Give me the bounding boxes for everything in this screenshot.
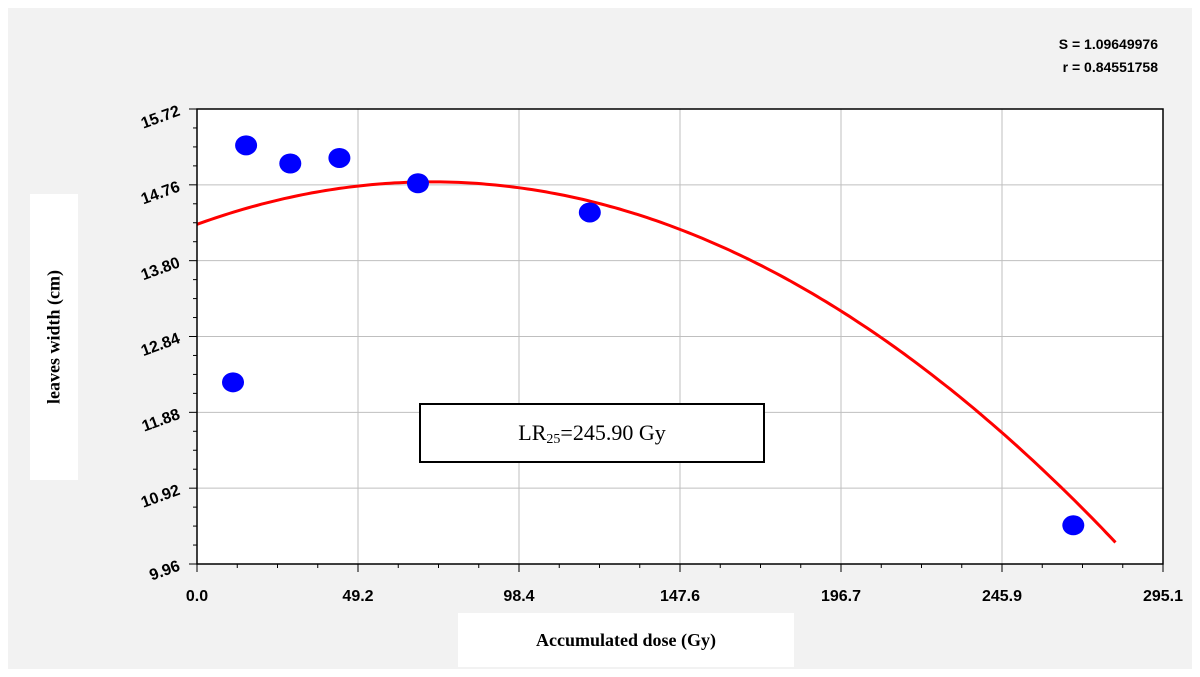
x-tick-label: 0.0 — [186, 588, 208, 605]
y-axis-label-box — [30, 194, 78, 480]
data-point — [279, 153, 302, 174]
x-axis-label-box: Accumulated dose (Gy) — [458, 613, 794, 667]
lr25-prefix: LR — [518, 420, 547, 445]
x-axis-label: Accumulated dose (Gy) — [536, 630, 716, 650]
data-point — [328, 147, 351, 168]
data-point — [235, 135, 258, 156]
x-tick-label: 98.4 — [503, 588, 534, 605]
y-tick-label: 11.88 — [140, 406, 183, 435]
data-point — [222, 372, 245, 393]
x-tick-label: 196.7 — [821, 588, 861, 605]
y-tick-label: 12.84 — [139, 330, 183, 360]
lr25-annotation: LR25=245.90 Gy — [421, 405, 763, 468]
grid-lines — [197, 109, 1163, 564]
x-tick-label: 147.6 — [660, 588, 700, 605]
data-point — [578, 202, 601, 223]
fit-curve — [196, 180, 1117, 544]
y-tick-label: 10.92 — [139, 482, 183, 512]
lr25-annotation-box: LR25=245.90 Gy — [419, 403, 765, 463]
y-tick-label: 9.96 — [147, 558, 182, 585]
stat-r-value: r = 0.84551758 — [1062, 59, 1158, 75]
y-axis-label: leaves width (cm) — [43, 270, 64, 404]
stat-s-value: S = 1.09649976 — [1058, 36, 1158, 52]
fit-curve-layer — [196, 180, 1117, 544]
x-tick-label: 49.2 — [342, 588, 373, 605]
axes — [189, 108, 1164, 572]
x-tick-label: 295.1 — [1143, 588, 1183, 605]
y-tick-label: 13.80 — [139, 254, 183, 284]
lr25-value: =245.90 Gy — [560, 420, 666, 445]
y-tick-label: 14.76 — [139, 179, 183, 209]
y-tick-label: 15.72 — [139, 103, 183, 133]
lr25-subscript: 25 — [546, 432, 561, 447]
x-tick-label: 245.9 — [982, 588, 1022, 605]
data-point — [1062, 515, 1085, 536]
data-points-layer — [222, 135, 1085, 536]
plot-border — [196, 108, 1164, 565]
data-point — [406, 173, 429, 194]
